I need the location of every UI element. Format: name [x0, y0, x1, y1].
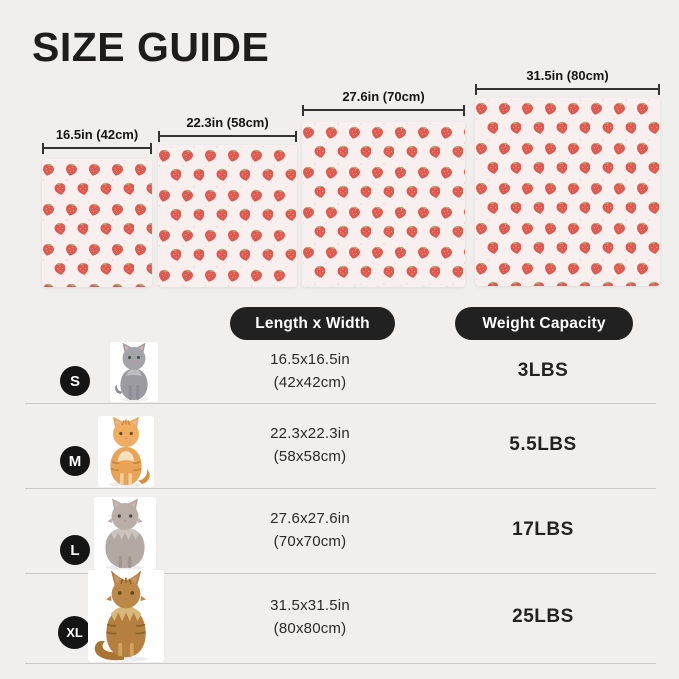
- mat-size-s: [42, 159, 152, 287]
- strawberry-pattern: [158, 145, 297, 287]
- size-badge-l: L: [60, 535, 90, 565]
- weight-capacity-cell: 17LBS: [512, 519, 574, 540]
- length-line2: (42x42cm): [273, 374, 347, 391]
- mat-size-m: [158, 145, 297, 287]
- measure-bracket-m: [158, 131, 297, 142]
- cat-photo-xl: [88, 570, 164, 662]
- cat-photo-s: [110, 342, 158, 402]
- strawberry-pattern: [42, 159, 152, 287]
- mat-size-xl: [475, 98, 660, 286]
- measure-bracket-s: [42, 143, 152, 154]
- length-width-cell: 16.5x16.5in (42x42cm): [230, 348, 390, 394]
- strawberry-pattern: [302, 122, 465, 287]
- gray-kitten-illustration: [115, 342, 148, 402]
- maine-coon-cat-illustration: [94, 570, 149, 662]
- length-line2: (58x58cm): [273, 448, 347, 465]
- row-divider: [25, 488, 656, 489]
- row-divider: [25, 663, 656, 664]
- row-divider: [25, 573, 656, 574]
- length-line1: 31.5x31.5in: [270, 597, 350, 614]
- column-header-weight-capacity: Weight Capacity: [455, 307, 633, 340]
- measure-bracket-xl: [475, 84, 660, 95]
- column-header-length-width: Length x Width: [230, 307, 395, 340]
- weight-capacity-cell: 25LBS: [512, 606, 574, 627]
- length-line2: (70x70cm): [273, 533, 347, 550]
- weight-capacity-cell: 5.5LBS: [509, 434, 577, 455]
- length-line1: 22.3x22.3in: [270, 425, 350, 442]
- length-line1: 16.5x16.5in: [270, 351, 350, 368]
- size-badge-s: S: [60, 366, 90, 396]
- row-divider: [25, 403, 656, 404]
- size-badge-m: M: [60, 446, 90, 476]
- measure-bracket-l: [302, 105, 465, 116]
- orange-tabby-cat-illustration: [109, 416, 150, 487]
- dimension-label-l: 27.6in (70cm): [342, 89, 425, 104]
- cat-photo-l: [94, 497, 156, 570]
- length-width-cell: 27.6x27.6in (70x70cm): [230, 507, 390, 553]
- page-title: SIZE GUIDE: [32, 24, 270, 70]
- length-line1: 27.6x27.6in: [270, 510, 350, 527]
- dimension-label-s: 16.5in (42cm): [55, 127, 139, 142]
- strawberry-pattern: [475, 98, 660, 286]
- weight-capacity-cell: 3LBS: [517, 360, 569, 381]
- cat-photo-m: [98, 416, 154, 487]
- mat-size-l: [302, 122, 465, 287]
- dimension-label-m: 22.3in (58cm): [186, 115, 269, 130]
- length-line2: (80x80cm): [273, 620, 347, 637]
- fluffy-gray-cat-illustration: [105, 498, 145, 570]
- size-badge-xl: XL: [58, 616, 91, 649]
- length-width-cell: 31.5x31.5in (80x80cm): [230, 594, 390, 640]
- length-width-cell: 22.3x22.3in (58x58cm): [230, 422, 390, 468]
- dimension-label-xl: 31.5in (80cm): [526, 68, 609, 83]
